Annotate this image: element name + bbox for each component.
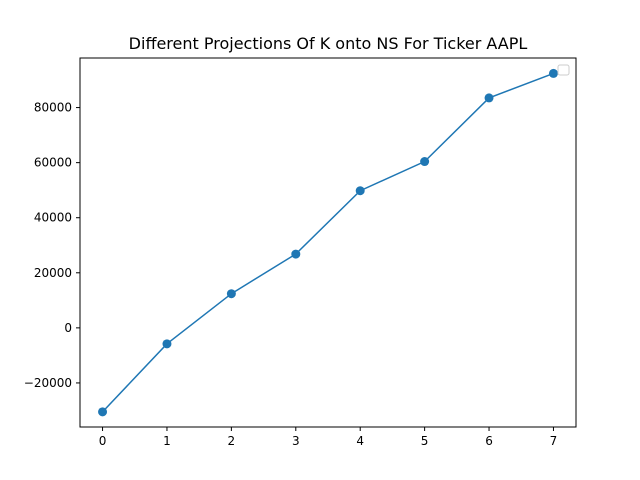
x-tick-label: 6 [485, 434, 493, 448]
x-tick-label: 7 [550, 434, 558, 448]
y-tick-label: 40000 [34, 211, 72, 225]
data-point [420, 157, 430, 167]
legend [557, 64, 570, 76]
x-tick-label: 3 [292, 434, 300, 448]
plot-area [79, 57, 577, 428]
y-axis: −20000 0 20000 40000 60000 80000 [24, 101, 80, 390]
x-tick-label: 4 [356, 434, 364, 448]
x-tick-label: 0 [99, 434, 107, 448]
chart-title: Different Projections Of K onto NS For T… [129, 34, 528, 53]
data-point [226, 289, 236, 299]
data-point [98, 407, 108, 417]
y-tick-label: 80000 [34, 101, 72, 115]
plot-frame [79, 57, 577, 428]
y-tick-label: −20000 [24, 376, 72, 390]
y-tick-label: 0 [64, 321, 72, 335]
x-tick-label: 1 [163, 434, 171, 448]
data-point [355, 186, 365, 196]
data-point [484, 93, 494, 103]
series-layer [98, 68, 558, 417]
data-point [162, 339, 172, 349]
data-point [291, 249, 301, 259]
y-tick-label: 60000 [34, 156, 72, 170]
y-tick-label: 20000 [34, 266, 72, 280]
x-axis: 0 1 2 3 4 5 6 7 [99, 427, 558, 448]
x-tick-label: 2 [228, 434, 236, 448]
legend-box [557, 64, 570, 76]
x-tick-label: 5 [421, 434, 429, 448]
series-line [102, 72, 554, 413]
data-point [548, 68, 558, 78]
